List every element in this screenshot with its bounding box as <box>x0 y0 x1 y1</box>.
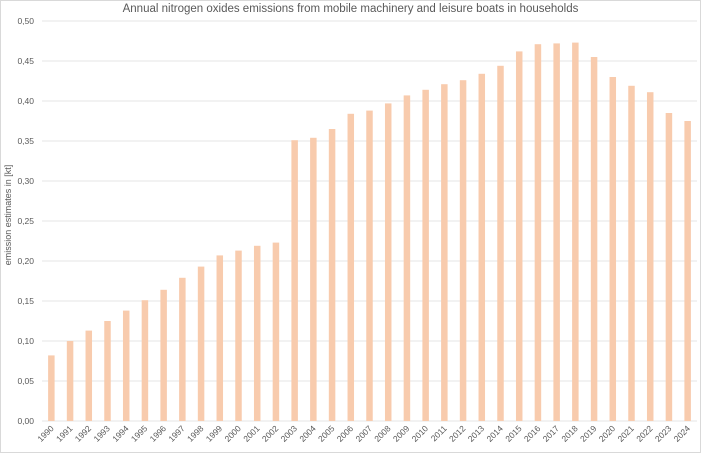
bar-1997 <box>179 277 186 421</box>
x-tick-label: 2002 <box>260 423 281 444</box>
x-tick-label: 1995 <box>129 423 150 444</box>
bar-2015 <box>515 51 523 422</box>
y-tick-label: 0,05 <box>17 376 34 386</box>
bar-1999 <box>216 255 224 421</box>
bar-1996 <box>160 289 167 421</box>
x-tick-label: 2005 <box>316 423 337 444</box>
y-tick-label: 0,50 <box>17 16 34 26</box>
bar-2023 <box>665 113 673 421</box>
bar-2009 <box>403 95 411 422</box>
bar-1991 <box>66 341 74 421</box>
x-tick-label: 2013 <box>466 423 487 444</box>
x-tick-label: 2009 <box>391 423 412 444</box>
x-tick-label: 2011 <box>429 423 449 443</box>
bar-2024 <box>684 121 691 421</box>
x-tick-label: 1998 <box>185 423 206 444</box>
x-tick-label: 1997 <box>166 423 187 444</box>
x-tick-label: 2010 <box>410 423 431 444</box>
x-tick-label: 2019 <box>578 423 599 444</box>
x-tick-label: 1993 <box>91 423 112 444</box>
bar-1995 <box>141 300 149 421</box>
x-tick-label: 2022 <box>634 423 655 444</box>
x-tick-label: 1992 <box>73 423 94 444</box>
bar-1998 <box>197 266 205 421</box>
x-tick-label: 2024 <box>672 423 693 444</box>
x-tick-label: 1996 <box>148 423 169 444</box>
x-tick-label: 2014 <box>484 423 505 444</box>
bar-2016 <box>534 44 542 421</box>
bar-2001 <box>253 245 261 421</box>
bar-2003 <box>291 140 298 421</box>
bar-1992 <box>85 330 93 421</box>
x-tick-label: 1991 <box>54 423 75 444</box>
x-tick-label: 2008 <box>372 423 393 444</box>
y-tick-label: 0,25 <box>17 216 34 226</box>
x-tick-label: 2017 <box>541 423 562 444</box>
bar-2020 <box>609 77 617 421</box>
x-tick-label: 2000 <box>222 423 243 444</box>
bar-2011 <box>441 84 448 421</box>
x-tick-label: 2004 <box>297 423 318 444</box>
y-tick-label: 0,45 <box>17 56 34 66</box>
bar-2018 <box>572 42 579 421</box>
bar-2007 <box>366 110 373 421</box>
y-tick-label: 0,20 <box>17 256 34 266</box>
y-tick-label: 0,00 <box>17 416 34 426</box>
y-tick-label: 0,35 <box>17 136 34 146</box>
x-tick-label: 2003 <box>279 423 300 444</box>
bar-1993 <box>104 321 111 421</box>
y-tick-label: 0,15 <box>17 296 34 306</box>
bar-2014 <box>497 65 504 422</box>
bar-2008 <box>384 103 392 422</box>
y-tick-label: 0,30 <box>17 176 34 186</box>
x-tick-label: 2006 <box>335 423 356 444</box>
x-tick-label: 2016 <box>522 423 543 444</box>
x-tick-label: 2021 <box>615 423 636 444</box>
x-tick-label: 2018 <box>559 423 580 444</box>
x-tick-label: 2001 <box>241 423 262 444</box>
x-tick-label: 1994 <box>110 423 131 444</box>
bar-2022 <box>646 92 654 421</box>
y-tick-label: 0,10 <box>17 336 34 346</box>
bar-1994 <box>122 310 130 421</box>
x-tick-label: 2020 <box>597 423 618 444</box>
bar-2006 <box>347 113 355 422</box>
bar-2019 <box>590 57 598 421</box>
x-tick-label: 2012 <box>447 423 468 444</box>
bar-2010 <box>422 89 429 422</box>
bar-2000 <box>235 250 242 421</box>
x-tick-label: 2023 <box>653 423 674 444</box>
bar-2005 <box>328 129 336 421</box>
y-tick-label: 0,40 <box>17 96 34 106</box>
bar-2004 <box>310 137 317 422</box>
x-tick-label: 1990 <box>35 423 56 444</box>
bar-2021 <box>628 85 635 422</box>
x-tick-label: 2007 <box>353 423 374 444</box>
x-tick-label: 2015 <box>503 423 524 444</box>
bar-2013 <box>478 73 486 422</box>
chart-title: Annual nitrogen oxides emissions from mo… <box>122 3 579 15</box>
bar-2012 <box>459 80 467 421</box>
x-tick-label: 1999 <box>204 423 225 444</box>
bar-1990 <box>48 355 55 421</box>
bar-2002 <box>272 242 280 421</box>
bar-2017 <box>553 43 560 422</box>
